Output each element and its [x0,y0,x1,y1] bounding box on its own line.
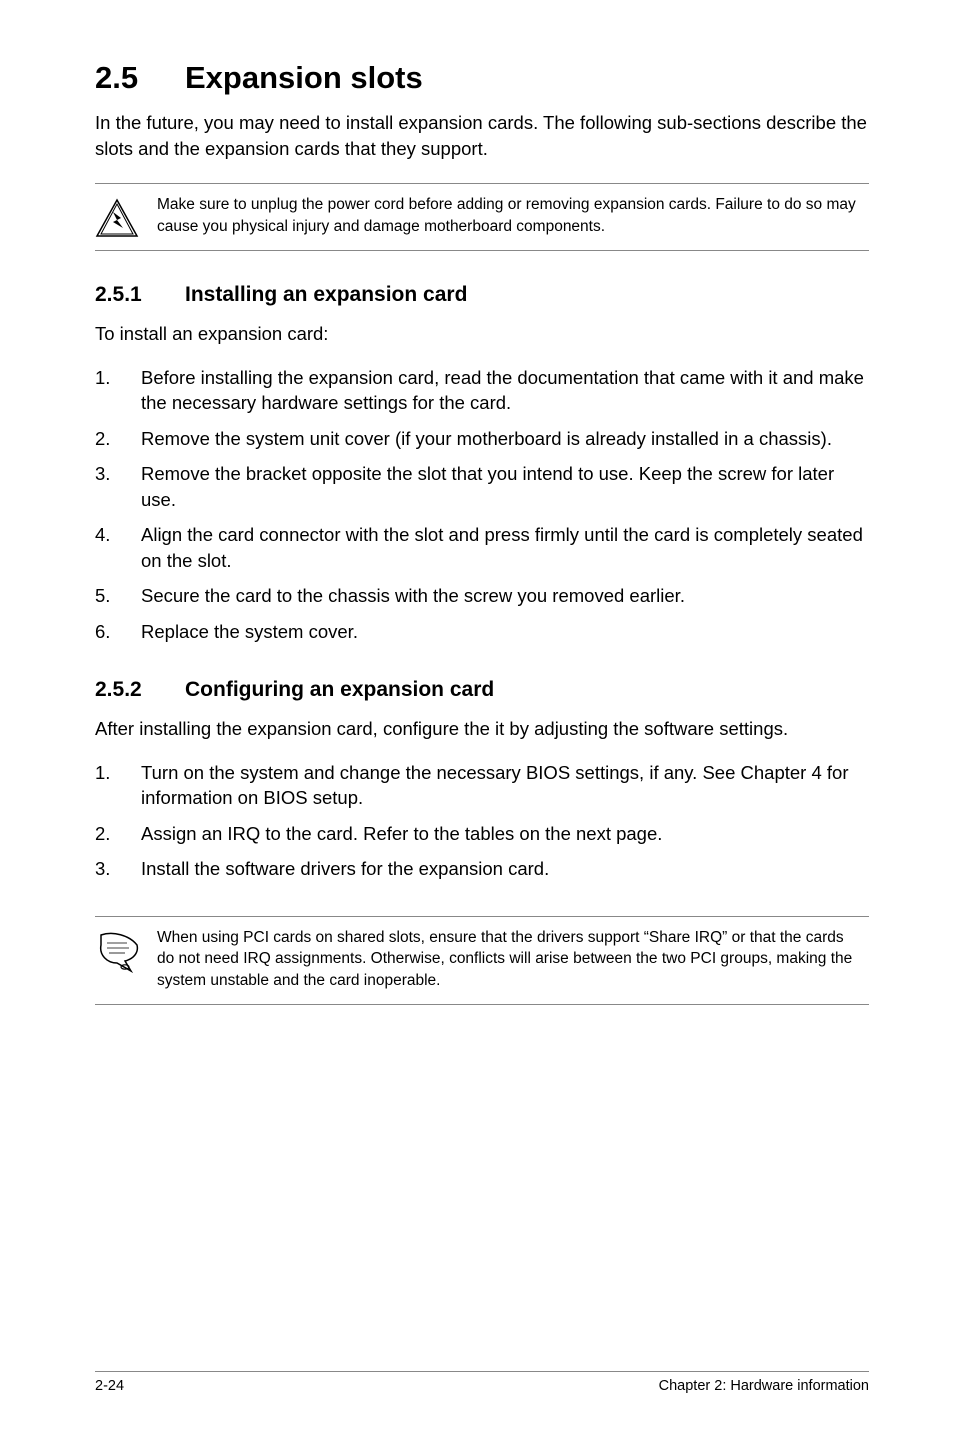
step-text: Turn on the system and change the necess… [141,760,869,811]
warning-text: Make sure to unplug the power cord befor… [145,194,869,238]
step-text: Replace the system cover. [141,619,869,645]
list-item: 3.Remove the bracket opposite the slot t… [95,461,869,512]
subsection-2-lead: After installing the expansion card, con… [95,716,869,742]
step-text: Remove the system unit cover (if your mo… [141,426,869,452]
note-icon [95,927,145,992]
step-number: 5. [95,583,141,609]
list-item: 1.Before installing the expansion card, … [95,365,869,416]
section-heading: 2.5Expansion slots [95,60,869,96]
step-number: 1. [95,365,141,416]
heading-title: Expansion slots [185,60,423,95]
step-number: 1. [95,760,141,811]
page-footer: 2-24 Chapter 2: Hardware information [95,1371,869,1394]
subsection-1-number: 2.5.1 [95,283,185,307]
note-callout: When using PCI cards on shared slots, en… [95,916,869,1005]
footer-page-number: 2-24 [95,1378,124,1394]
heading-number: 2.5 [95,60,185,96]
list-item: 6.Replace the system cover. [95,619,869,645]
step-text: Remove the bracket opposite the slot tha… [141,461,869,512]
warning-icon [95,194,145,238]
subsection-2-steps: 1.Turn on the system and change the nece… [95,760,869,882]
step-text: Align the card connector with the slot a… [141,522,869,573]
intro-paragraph: In the future, you may need to install e… [95,110,869,161]
subsection-2-heading: 2.5.2Configuring an expansion card [95,678,869,702]
subsection-1-title: Installing an expansion card [185,283,467,306]
subsection-1-steps: 1.Before installing the expansion card, … [95,365,869,645]
subsection-2-title: Configuring an expansion card [185,678,494,701]
note-text: When using PCI cards on shared slots, en… [145,927,869,992]
list-item: 2.Assign an IRQ to the card. Refer to th… [95,821,869,847]
list-item: 2.Remove the system unit cover (if your … [95,426,869,452]
list-item: 5.Secure the card to the chassis with th… [95,583,869,609]
step-text: Before installing the expansion card, re… [141,365,869,416]
step-text: Secure the card to the chassis with the … [141,583,869,609]
footer-chapter: Chapter 2: Hardware information [659,1378,869,1394]
list-item: 1.Turn on the system and change the nece… [95,760,869,811]
page: 2.5Expansion slots In the future, you ma… [0,0,954,1438]
step-number: 4. [95,522,141,573]
list-item: 3.Install the software drivers for the e… [95,856,869,882]
subsection-1-heading: 2.5.1Installing an expansion card [95,283,869,307]
step-number: 6. [95,619,141,645]
step-number: 2. [95,821,141,847]
subsection-1-lead: To install an expansion card: [95,321,869,347]
step-number: 2. [95,426,141,452]
step-number: 3. [95,856,141,882]
step-text: Assign an IRQ to the card. Refer to the … [141,821,869,847]
step-text: Install the software drivers for the exp… [141,856,869,882]
list-item: 4.Align the card connector with the slot… [95,522,869,573]
subsection-2-number: 2.5.2 [95,678,185,702]
step-number: 3. [95,461,141,512]
warning-callout: Make sure to unplug the power cord befor… [95,183,869,251]
